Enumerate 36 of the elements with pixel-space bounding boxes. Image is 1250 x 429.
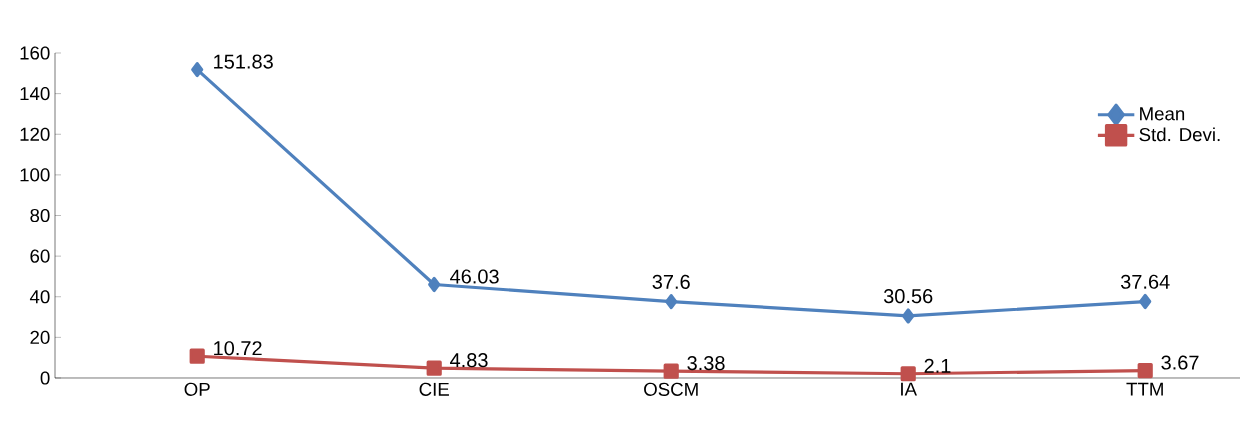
data-label: 4.83	[450, 353, 488, 368]
point	[189, 348, 205, 364]
data-label: 37.6	[652, 274, 690, 289]
y-tick-label: 100	[20, 168, 50, 182]
point	[191, 61, 204, 78]
data-label: 10.72	[214, 341, 262, 356]
legend-label: Std. Devi.	[1139, 127, 1220, 142]
y-tick-label: 80	[30, 208, 50, 223]
point	[1137, 362, 1153, 379]
legend-label: Mean	[1140, 107, 1185, 121]
data-label: 151.83	[214, 54, 273, 69]
point	[428, 276, 441, 293]
y-tick-label: 60	[30, 249, 50, 263]
y-tick-label: 20	[30, 330, 50, 344]
data-label: 2.1	[924, 358, 951, 373]
data-label: 37.64	[1120, 274, 1170, 289]
data-label: 30.56	[883, 289, 933, 304]
x-tick-label: TTM	[1126, 382, 1163, 396]
point	[1139, 293, 1152, 310]
point	[665, 294, 678, 310]
x-tick-label: OSCM	[644, 382, 698, 396]
y-tick-label: 40	[29, 290, 50, 304]
y-tick-label: 140	[20, 87, 50, 101]
point	[900, 366, 916, 382]
x-tick-label: OP	[184, 382, 210, 396]
data-label: 3.38	[687, 356, 725, 371]
x-tick-label: CIE	[419, 382, 449, 396]
point	[426, 360, 442, 376]
y-tick-label: 0	[40, 371, 50, 385]
y-tick-label: 120	[20, 127, 50, 141]
point	[902, 308, 915, 324]
x-tick-label: IA	[901, 382, 917, 396]
y-tick-label: 160	[20, 46, 50, 60]
data-label: 3.67	[1161, 355, 1199, 370]
data-label: 46.03	[450, 269, 499, 284]
point	[663, 363, 679, 379]
